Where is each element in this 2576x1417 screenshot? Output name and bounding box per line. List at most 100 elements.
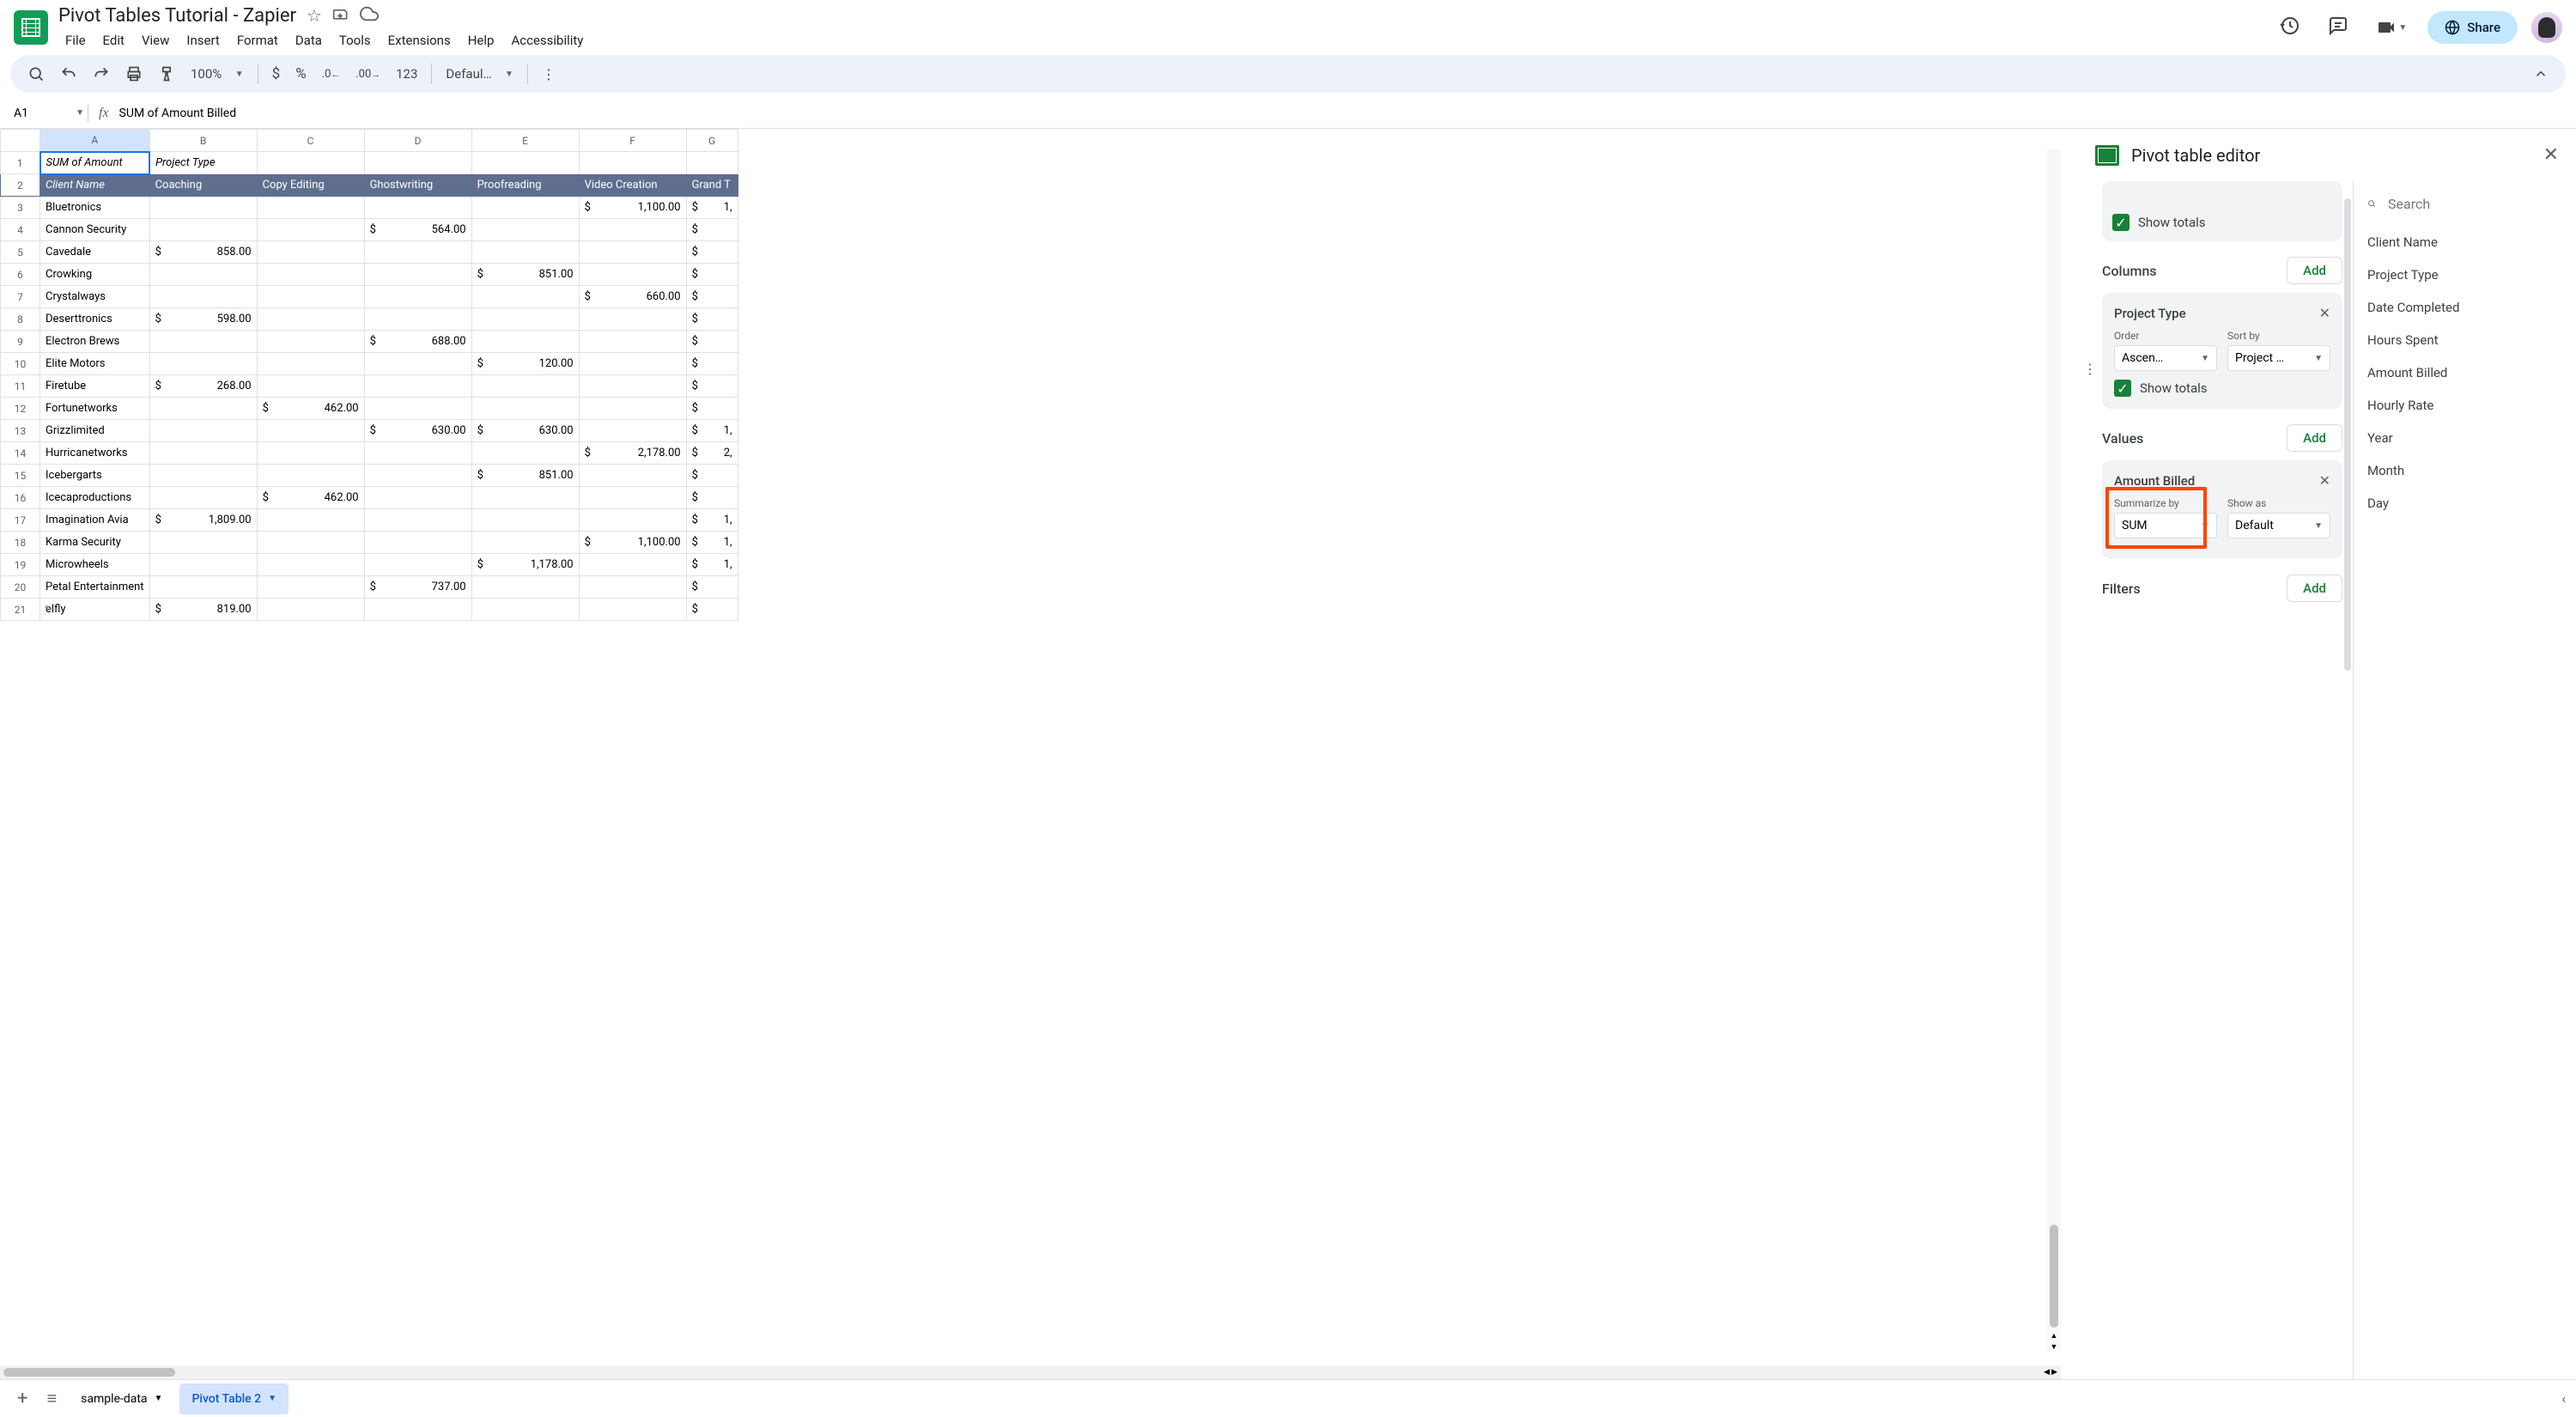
cell[interactable]: $	[686, 219, 738, 241]
cell[interactable]	[257, 241, 364, 264]
cell[interactable]: $2,	[686, 442, 738, 465]
cell[interactable]	[471, 576, 579, 599]
cell[interactable]: $1,	[686, 532, 738, 554]
add-columns-button[interactable]: Add	[2287, 257, 2342, 284]
cell[interactable]	[364, 554, 471, 576]
cell[interactable]	[579, 152, 686, 174]
column-header[interactable]: D	[364, 130, 471, 152]
cell[interactable]	[149, 442, 257, 465]
cell[interactable]	[149, 331, 257, 353]
sortby-dropdown[interactable]: Project …▼	[2227, 345, 2330, 371]
cell[interactable]	[149, 487, 257, 509]
row-header[interactable]: 18	[1, 532, 40, 554]
cell[interactable]: $	[686, 375, 738, 398]
cell[interactable]: Petal Entertainment	[40, 576, 150, 599]
cell[interactable]	[579, 509, 686, 532]
cell[interactable]	[579, 420, 686, 442]
cell[interactable]: Crowking	[40, 264, 150, 286]
row-header[interactable]: 8	[1, 308, 40, 331]
cell[interactable]	[579, 398, 686, 420]
cell[interactable]: $851.00	[471, 264, 579, 286]
cell[interactable]: Fortunetworks	[40, 398, 150, 420]
cell[interactable]	[471, 286, 579, 308]
cell[interactable]	[579, 241, 686, 264]
cell[interactable]	[257, 152, 364, 174]
cell[interactable]	[257, 554, 364, 576]
field-item[interactable]: Amount Billed	[2367, 356, 2562, 389]
cell[interactable]	[257, 442, 364, 465]
row-header[interactable]: 17	[1, 509, 40, 532]
cell[interactable]: Imagination Avia	[40, 509, 150, 532]
row-header[interactable]: 10	[1, 353, 40, 375]
number-format[interactable]: 123	[389, 61, 424, 87]
cell[interactable]	[579, 353, 686, 375]
drag-handle-icon[interactable]: ⋮	[2083, 361, 2097, 377]
cell[interactable]: $630.00	[471, 420, 579, 442]
cell[interactable]: Ghostwriting	[364, 174, 471, 197]
cell[interactable]	[364, 197, 471, 219]
menu-accessibility[interactable]: Accessibility	[504, 29, 590, 52]
add-values-button[interactable]: Add	[2287, 424, 2342, 452]
column-header[interactable]: A	[40, 130, 150, 152]
undo-icon[interactable]	[53, 60, 84, 88]
cell[interactable]: Project Type	[149, 152, 257, 174]
cell[interactable]: Hurricanetworks	[40, 442, 150, 465]
cell[interactable]	[149, 219, 257, 241]
field-item[interactable]: Day	[2367, 487, 2562, 520]
cell[interactable]	[471, 197, 579, 219]
cell[interactable]: Grand T	[686, 174, 738, 197]
cell[interactable]: $858.00	[149, 241, 257, 264]
field-item[interactable]: Client Name	[2367, 226, 2562, 258]
cell[interactable]	[364, 375, 471, 398]
cell[interactable]	[471, 331, 579, 353]
cell[interactable]	[257, 465, 364, 487]
cell[interactable]	[364, 286, 471, 308]
move-icon[interactable]	[332, 5, 349, 27]
row-header[interactable]: 6	[1, 264, 40, 286]
cell[interactable]: Deserttronics	[40, 308, 150, 331]
cell[interactable]	[257, 197, 364, 219]
cell[interactable]	[257, 286, 364, 308]
row-header[interactable]: 2	[1, 174, 40, 197]
row-header[interactable]: 4	[1, 219, 40, 241]
search-icon[interactable]	[2367, 195, 2376, 212]
column-header[interactable]: C	[257, 130, 364, 152]
show-as-dropdown[interactable]: Default▼	[2227, 513, 2330, 538]
row-header[interactable]: 14	[1, 442, 40, 465]
cell[interactable]	[364, 599, 471, 621]
cell[interactable]: Bluetronics	[40, 197, 150, 219]
decrease-decimal-icon[interactable]: .0←	[315, 63, 348, 86]
menu-data[interactable]: Data	[289, 29, 329, 52]
percent-icon[interactable]: %	[289, 60, 313, 88]
cell[interactable]	[471, 509, 579, 532]
cell[interactable]	[471, 241, 579, 264]
add-sheet-icon[interactable]: +	[10, 1381, 34, 1416]
cell-a1[interactable]: SUM of Amount	[40, 152, 150, 174]
cell[interactable]: $1,	[686, 197, 738, 219]
cell[interactable]	[471, 398, 579, 420]
field-item[interactable]: Year	[2367, 422, 2562, 454]
cell[interactable]	[364, 241, 471, 264]
cell[interactable]	[471, 442, 579, 465]
cell[interactable]: Cavedale	[40, 241, 150, 264]
cell[interactable]: Microwheels	[40, 554, 150, 576]
cell[interactable]	[579, 375, 686, 398]
cell[interactable]: Icecaproductions	[40, 487, 150, 509]
cell[interactable]: Electron Brews	[40, 331, 150, 353]
menu-help[interactable]: Help	[461, 29, 501, 52]
cell-reference[interactable]: A1▼	[10, 103, 88, 124]
vertical-scrollbar[interactable]: ▲▼	[2047, 149, 2061, 1352]
cell[interactable]: Karma Security	[40, 532, 150, 554]
edit-pencil-icon[interactable]: ✎	[44, 603, 52, 615]
cell[interactable]: Copy Editing	[257, 174, 364, 197]
field-item[interactable]: Project Type	[2367, 258, 2562, 291]
cell[interactable]: $737.00	[364, 576, 471, 599]
cell[interactable]	[149, 286, 257, 308]
cell[interactable]	[471, 152, 579, 174]
cell[interactable]: $	[686, 576, 738, 599]
select-all-corner[interactable]	[1, 130, 40, 152]
cell[interactable]	[579, 219, 686, 241]
cell[interactable]: $	[686, 465, 738, 487]
column-header[interactable]: E	[471, 130, 579, 152]
cell[interactable]	[579, 554, 686, 576]
